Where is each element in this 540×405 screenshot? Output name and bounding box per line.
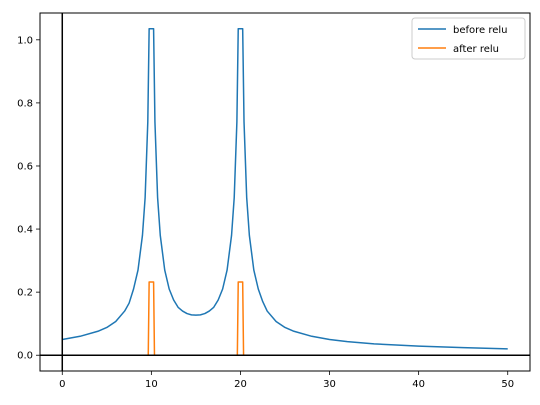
reference-lines [40,13,530,371]
x-tick-label: 30 [323,379,336,390]
y-tick-label: 0.4 [17,225,33,236]
x-tick-label: 40 [412,379,425,390]
y-tick-label: 0.6 [17,161,33,172]
y-tick-label: 0.2 [17,288,33,299]
legend: before relu after relu [411,17,526,60]
legend-label-after-relu: after relu [453,44,499,55]
x-tick-label: 20 [234,379,247,390]
x-tick-label: 10 [145,379,158,390]
series-line-before-relu [62,28,508,350]
x-tick-label: 50 [501,379,514,390]
axis-ticks: 0 10 20 30 40 50 0.0 0.2 0.4 0.6 0.8 1.0 [17,35,514,390]
y-tick-label: 0.0 [17,351,33,362]
x-tick-label: 0 [59,379,65,390]
legend-label-before-relu: before relu [453,25,508,36]
y-tick-label: 0.8 [17,98,33,109]
plot-frame [39,12,531,372]
y-tick-label: 1.0 [17,35,33,46]
